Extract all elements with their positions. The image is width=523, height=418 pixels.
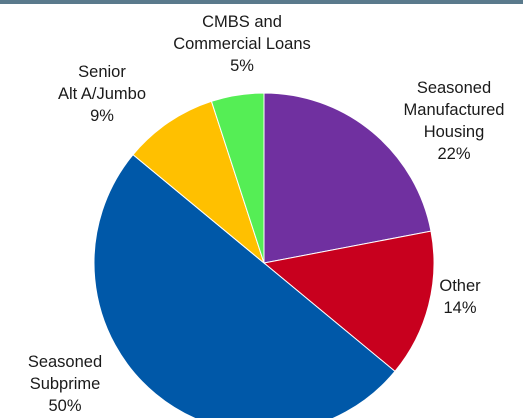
label-line: Manufactured	[403, 101, 505, 119]
label-line: Seasoned	[27, 353, 103, 371]
label-line: CMBS and	[202, 13, 282, 31]
label-line: Alt A/Jumbo	[57, 85, 147, 103]
label-percent: 9%	[90, 107, 114, 125]
pie-slice-seasoned-manufactured-housing	[263, 92, 432, 264]
label-cmbs-commercial-loans: CMBS and Commercial Loans 5%	[162, 11, 322, 77]
pie-slice-seasoned-subprime	[93, 153, 396, 418]
label-other: Other 14%	[420, 275, 500, 319]
label-senior-alt-a-jumbo: Senior Alt A/Jumbo 9%	[42, 61, 162, 127]
pie-slice-other	[262, 230, 435, 373]
label-seasoned-manufactured-housing: Seasoned Manufactured Housing 22%	[386, 77, 522, 165]
label-percent: 14%	[443, 299, 477, 317]
pie-slice-cmbs-and-commercial-loans	[210, 92, 265, 264]
label-line: Senior	[78, 63, 126, 81]
label-line: Seasoned	[416, 79, 492, 97]
label-percent: 5%	[230, 57, 254, 75]
label-line: Commercial Loans	[173, 35, 311, 53]
label-percent: 22%	[437, 145, 471, 163]
pie-slice-senior-alt-a-jumbo	[132, 100, 266, 265]
top-divider	[0, 0, 523, 4]
label-percent: 50%	[48, 397, 82, 415]
label-seasoned-subprime: Seasoned Subprime 50%	[10, 351, 120, 417]
label-line: Other	[439, 277, 481, 295]
label-line: Housing	[423, 123, 485, 141]
label-line: Subprime	[29, 375, 101, 393]
